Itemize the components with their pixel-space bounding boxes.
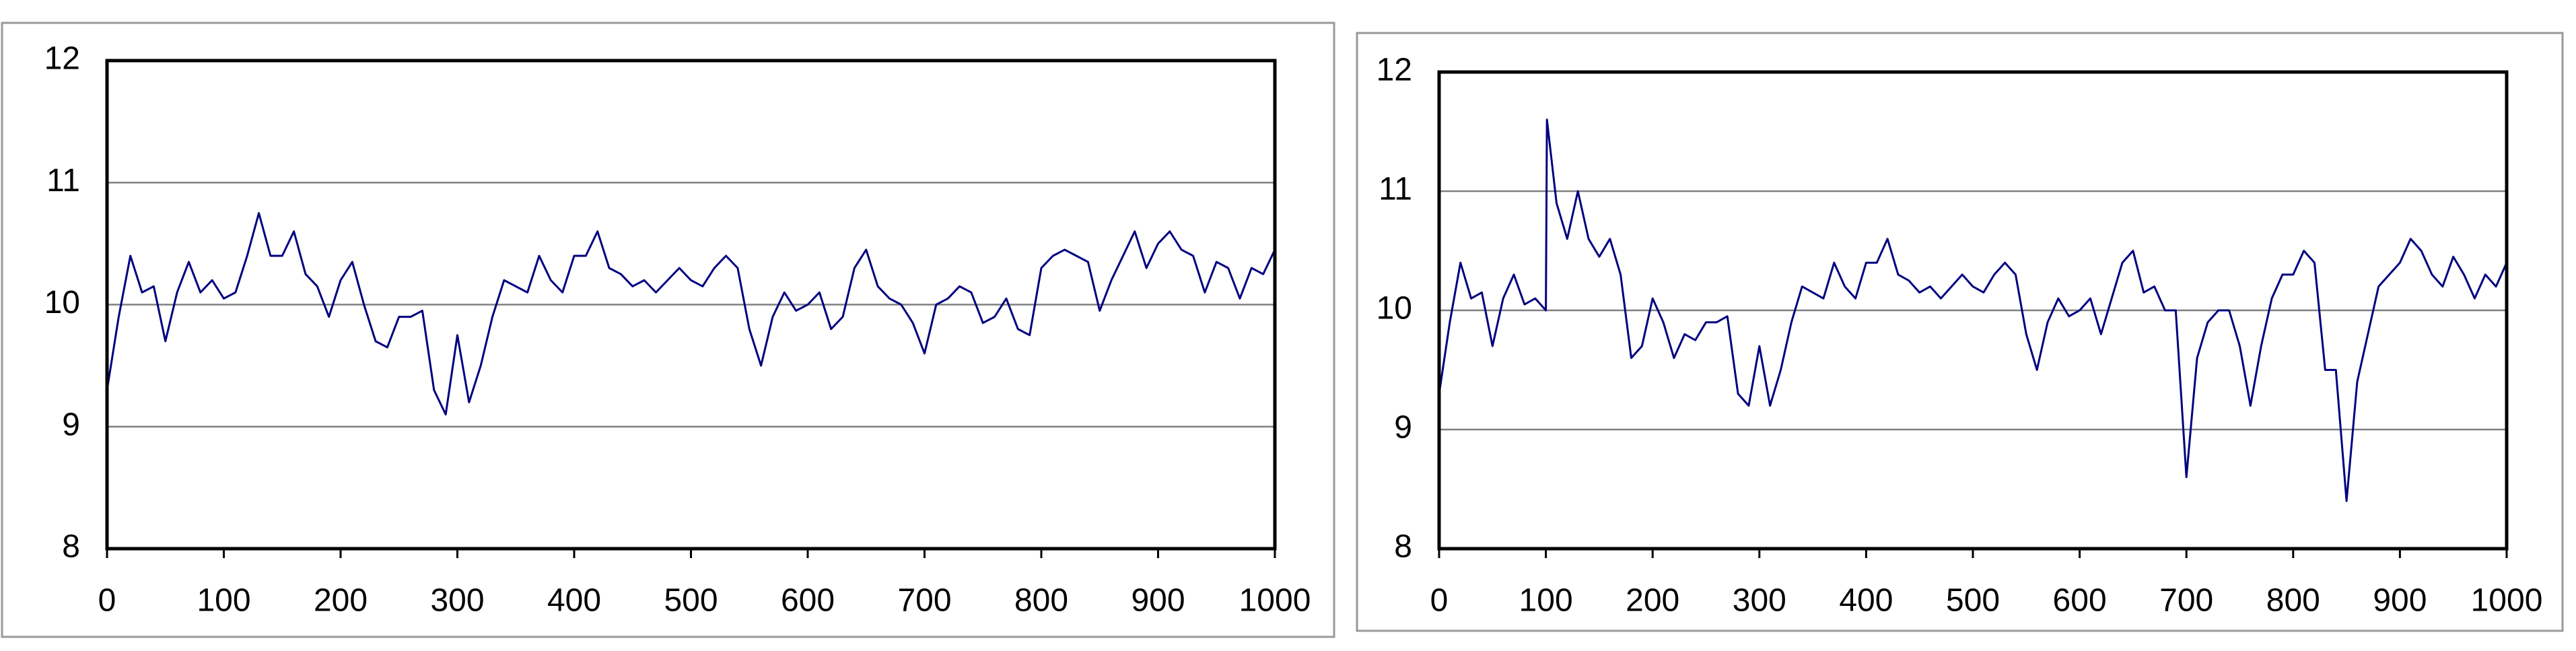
data-line: [1438, 118, 2508, 502]
x-tick-label: 600: [2053, 583, 2107, 619]
y-tick-label: 8: [1394, 529, 1412, 565]
data-line: [106, 212, 1276, 416]
x-tick-label: 100: [197, 583, 250, 619]
x-tick-label: 500: [1946, 583, 2000, 619]
x-tick-label: 900: [1131, 583, 1185, 619]
x-tick-label: 100: [1519, 583, 1573, 619]
x-tick-label: 400: [1839, 583, 1893, 619]
x-tick-label: 600: [781, 583, 835, 619]
x-tick-label: 700: [2159, 583, 2213, 619]
x-tick-label: 0: [98, 583, 116, 619]
x-tick-label: 500: [664, 583, 718, 619]
y-tick-label: 9: [62, 407, 80, 442]
x-tick-label: 700: [897, 583, 951, 619]
chart-frame: [1, 22, 1335, 638]
x-tick-label: 400: [547, 583, 601, 619]
plot-border: [105, 59, 1277, 551]
y-tick-label: 11: [1379, 172, 1412, 207]
y-tick-label: 8: [62, 529, 80, 565]
y-tick-label: 12: [44, 41, 80, 77]
x-tick-label: 0: [1430, 583, 1449, 619]
x-tick-label: 800: [1014, 583, 1068, 619]
x-tick-label: 1000: [1239, 583, 1311, 619]
x-tick-label: 300: [430, 583, 484, 619]
x-tick-label: 1000: [2471, 583, 2543, 619]
y-tick-label: 10: [44, 285, 80, 320]
y-tick-label: 11: [46, 163, 80, 199]
plot-border: [1437, 70, 2509, 551]
x-tick-label: 200: [1626, 583, 1679, 619]
x-tick-label: 900: [2373, 583, 2427, 619]
x-tick-label: 200: [314, 583, 368, 619]
y-tick-label: 10: [1377, 291, 1412, 327]
y-tick-label: 9: [1394, 410, 1412, 446]
y-tick-label: 12: [1377, 53, 1412, 88]
x-tick-label: 800: [2266, 583, 2320, 619]
x-tick-label: 300: [1733, 583, 1786, 619]
chart-frame: [1356, 32, 2564, 632]
